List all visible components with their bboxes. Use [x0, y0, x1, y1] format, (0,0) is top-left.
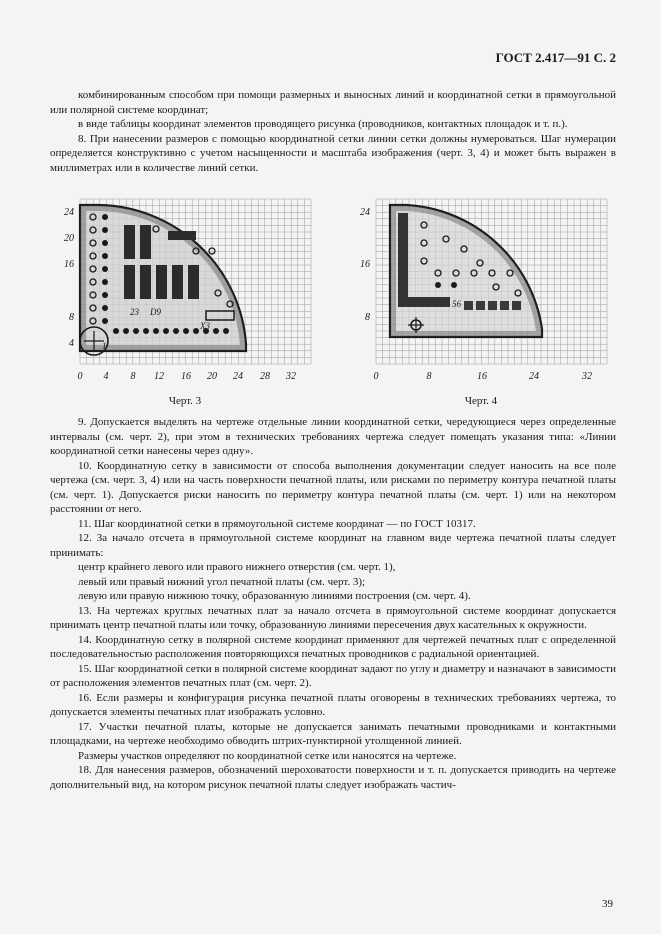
svg-text:8: 8 [69, 312, 74, 323]
svg-text:X3: X3 [199, 321, 210, 331]
svg-text:4: 4 [69, 338, 74, 349]
figure-4: 56 8 16 24 0 8 16 24 32 Черт. 4 [346, 189, 616, 407]
svg-text:24: 24 [64, 207, 74, 218]
paragraph: 10. Координатную сетку в зависимости от … [50, 459, 616, 517]
svg-text:28: 28 [260, 371, 270, 382]
paragraph: 15. Шаг координатной сетки в полярной си… [50, 662, 616, 691]
svg-text:0: 0 [78, 371, 83, 382]
paragraph: левую или правую нижнюю точку, образован… [50, 589, 616, 604]
figure-4-caption: Черт. 4 [465, 395, 497, 407]
paragraph: 16. Если размеры и конфигурация рисунка … [50, 691, 616, 720]
svg-text:8: 8 [427, 371, 432, 382]
svg-text:16: 16 [181, 371, 191, 382]
paragraph: левый или правый нижний угол печатной пл… [50, 575, 616, 590]
svg-text:16: 16 [477, 371, 487, 382]
svg-text:20: 20 [207, 371, 217, 382]
figure-4-svg: 56 8 16 24 0 8 16 24 32 [346, 189, 616, 389]
paragraph: 8. При нанесении размеров с помощью коор… [50, 132, 616, 176]
svg-text:0: 0 [374, 371, 379, 382]
svg-text:4: 4 [104, 371, 109, 382]
svg-text:20: 20 [64, 233, 74, 244]
paragraph: 11. Шаг координатной сетки в прямоугольн… [50, 517, 616, 532]
figure-3: 23 D9 X3 1 4 8 16 20 24 0 4 8 12 [50, 189, 320, 407]
svg-text:12: 12 [154, 371, 164, 382]
svg-text:D9: D9 [149, 307, 161, 317]
svg-text:24: 24 [360, 207, 370, 218]
svg-text:32: 32 [285, 371, 296, 382]
figure-3-caption: Черт. 3 [169, 395, 201, 407]
paragraph: 18. Для нанесения размеров, обозначений … [50, 763, 616, 792]
paragraph: 12. За начало отсчета в прямоугольной си… [50, 531, 616, 560]
paragraph: 13. На чертежах круглых печатных плат за… [50, 604, 616, 633]
page-number: 39 [602, 898, 613, 910]
paragraph: 17. Участки печатной платы, которые не д… [50, 720, 616, 749]
svg-text:16: 16 [64, 259, 74, 270]
svg-text:56: 56 [452, 299, 462, 309]
paragraph: в виде таблицы координат элементов прово… [50, 117, 616, 132]
svg-text:24: 24 [529, 371, 539, 382]
top-text-block: комбинированным способом при помощи разм… [50, 88, 616, 175]
figure-3-svg: 23 D9 X3 1 4 8 16 20 24 0 4 8 12 [50, 189, 320, 389]
page-header: ГОСТ 2.417—91 С. 2 [50, 50, 616, 66]
bottom-text-block: 9. Допускается выделять на чертеже отдел… [50, 415, 616, 792]
svg-text:32: 32 [581, 371, 592, 382]
document-page: ГОСТ 2.417—91 С. 2 комбинированным спосо… [0, 0, 661, 934]
svg-text:24: 24 [233, 371, 243, 382]
figures-row: 23 D9 X3 1 4 8 16 20 24 0 4 8 12 [50, 189, 616, 407]
svg-text:23: 23 [130, 307, 140, 317]
paragraph: 14. Координатную сетку в полярной систем… [50, 633, 616, 662]
paragraph: комбинированным способом при помощи разм… [50, 88, 616, 117]
svg-text:1: 1 [102, 341, 107, 351]
svg-text:16: 16 [360, 259, 370, 270]
paragraph: центр крайнего левого или правого нижнег… [50, 560, 616, 575]
paragraph: 9. Допускается выделять на чертеже отдел… [50, 415, 616, 459]
paragraph: Размеры участков определяют по координат… [50, 749, 616, 764]
svg-text:8: 8 [131, 371, 136, 382]
svg-text:8: 8 [365, 312, 370, 323]
